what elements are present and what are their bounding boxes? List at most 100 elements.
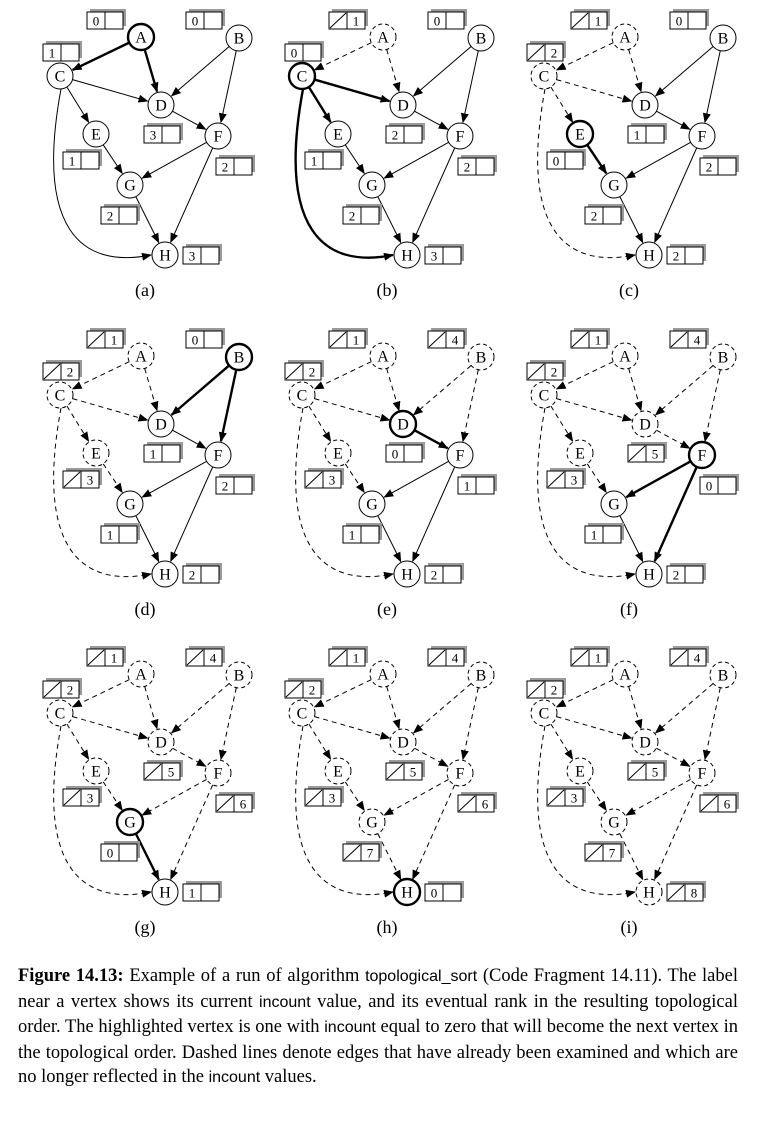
- vertex-label: C: [55, 69, 66, 86]
- vertex-label: E: [575, 446, 585, 463]
- figure-panel: A B C D E F G H 1 0 2 1 0 2 2 2 (c): [526, 9, 739, 301]
- vertex-a: A: [611, 660, 639, 688]
- incount-label-a: 1: [570, 328, 610, 349]
- incount-label-f: 2: [699, 155, 739, 176]
- graph-edge: [313, 679, 372, 708]
- incount-strike: [571, 331, 589, 348]
- vertex-circle: [224, 342, 254, 372]
- incount-value: 1: [107, 528, 114, 543]
- vertex-g: G: [116, 171, 144, 199]
- graph-edge: [460, 687, 479, 761]
- vertex-label: B: [718, 668, 729, 685]
- vertex-circle: [369, 23, 397, 51]
- graph-edge: [102, 144, 123, 175]
- vertex-label: H: [643, 885, 655, 902]
- vertex-label: A: [377, 30, 389, 47]
- vertex-d: D: [147, 91, 175, 119]
- incount-value: 1: [634, 128, 641, 143]
- incount-value: 1: [464, 479, 471, 494]
- incount-strike: [63, 471, 81, 488]
- vertex-circle: [600, 171, 628, 199]
- vertex-circle: [225, 24, 253, 52]
- incount-label-h: 3: [182, 244, 222, 265]
- vertex-circle: [635, 560, 663, 588]
- incount-strike: [527, 44, 545, 61]
- vertex-circle: [204, 759, 232, 787]
- vertex-c: C: [530, 699, 558, 727]
- vertex-label: A: [377, 349, 389, 366]
- graph-edge: [537, 725, 636, 898]
- panel-label: (a): [135, 280, 155, 301]
- graph-edge: [383, 778, 449, 816]
- vertex-label: B: [476, 31, 487, 48]
- figure-panel: A B C D E F G H 1 4 2 5 3 6 7 0 (h): [284, 646, 497, 938]
- vertex-circle: [358, 171, 386, 199]
- vertex-h: H: [635, 241, 663, 269]
- vertex-label: A: [135, 349, 147, 366]
- incount-value: 2: [431, 568, 438, 583]
- vertex-e: E: [565, 119, 595, 149]
- graph-edge: [144, 686, 159, 730]
- incount-label-c: 1: [42, 41, 82, 62]
- incount-strike: [428, 331, 446, 348]
- incount-label-a: 0: [86, 9, 126, 30]
- rank-value: 4: [694, 651, 701, 666]
- graph-edge: [53, 88, 152, 261]
- rank-value: 1: [595, 651, 602, 666]
- vertex-label: D: [155, 735, 167, 752]
- incount-label-c: 2: [284, 678, 324, 699]
- graph-edge: [172, 110, 207, 130]
- incount-label-c: 2: [526, 41, 566, 62]
- caption-text: (Code Fragment 14.11). The label near a …: [18, 966, 738, 1012]
- graph-edge: [383, 460, 449, 498]
- incount-strike: [87, 649, 105, 666]
- graph-edge: [72, 79, 149, 103]
- graph-edge: [555, 679, 614, 708]
- incount-strike: [670, 331, 688, 348]
- vertex-circle: [611, 23, 639, 51]
- incount-label-c: 0: [284, 41, 324, 62]
- vertex-h: H: [635, 560, 663, 588]
- incount-value: 0: [431, 886, 438, 901]
- incount-label-f: 2: [215, 474, 255, 495]
- vertex-circle: [82, 120, 110, 148]
- incount-label-h: 0: [424, 881, 464, 902]
- incount-strike: [700, 795, 718, 812]
- incount-label-h: 2: [666, 244, 706, 265]
- vertex-circle: [611, 342, 639, 370]
- incount-label-a: 1: [328, 9, 368, 30]
- incount-strike: [458, 795, 476, 812]
- caption-text: equal to zero that will become the next …: [18, 1017, 738, 1087]
- graph-edge: [170, 784, 214, 881]
- graph-edge: [72, 398, 149, 422]
- vertex-circle: [389, 728, 417, 756]
- vertex-f: F: [688, 122, 716, 150]
- panel-label: (h): [377, 917, 398, 938]
- vertex-f: F: [687, 440, 717, 470]
- incount-label-d: 5: [627, 442, 667, 463]
- incount-strike: [305, 471, 323, 488]
- vertex-e: E: [324, 120, 352, 148]
- vertex-circle: [358, 808, 386, 836]
- graph-edge: [66, 86, 90, 123]
- vertex-label: D: [639, 417, 651, 434]
- incount-label-e: 0: [546, 149, 586, 170]
- vertex-circle: [287, 61, 317, 91]
- vertex-label: F: [698, 766, 707, 783]
- incount-value: 2: [349, 209, 356, 224]
- graph-edge: [625, 141, 691, 179]
- vertex-c: C: [287, 61, 317, 91]
- vertex-circle: [566, 439, 594, 467]
- graph-edge: [654, 784, 698, 881]
- graph-edge: [413, 429, 449, 450]
- graph-edge: [702, 369, 721, 443]
- incount-label-f: 2: [215, 155, 255, 176]
- rank-value: 3: [571, 473, 578, 488]
- vertex-circle: [393, 241, 421, 269]
- graph-edge: [66, 723, 90, 760]
- graph-edge: [460, 50, 479, 124]
- graph-edge: [141, 778, 207, 816]
- vertex-circle: [358, 490, 386, 518]
- vertex-h: H: [151, 878, 179, 906]
- graph-edge: [170, 683, 230, 734]
